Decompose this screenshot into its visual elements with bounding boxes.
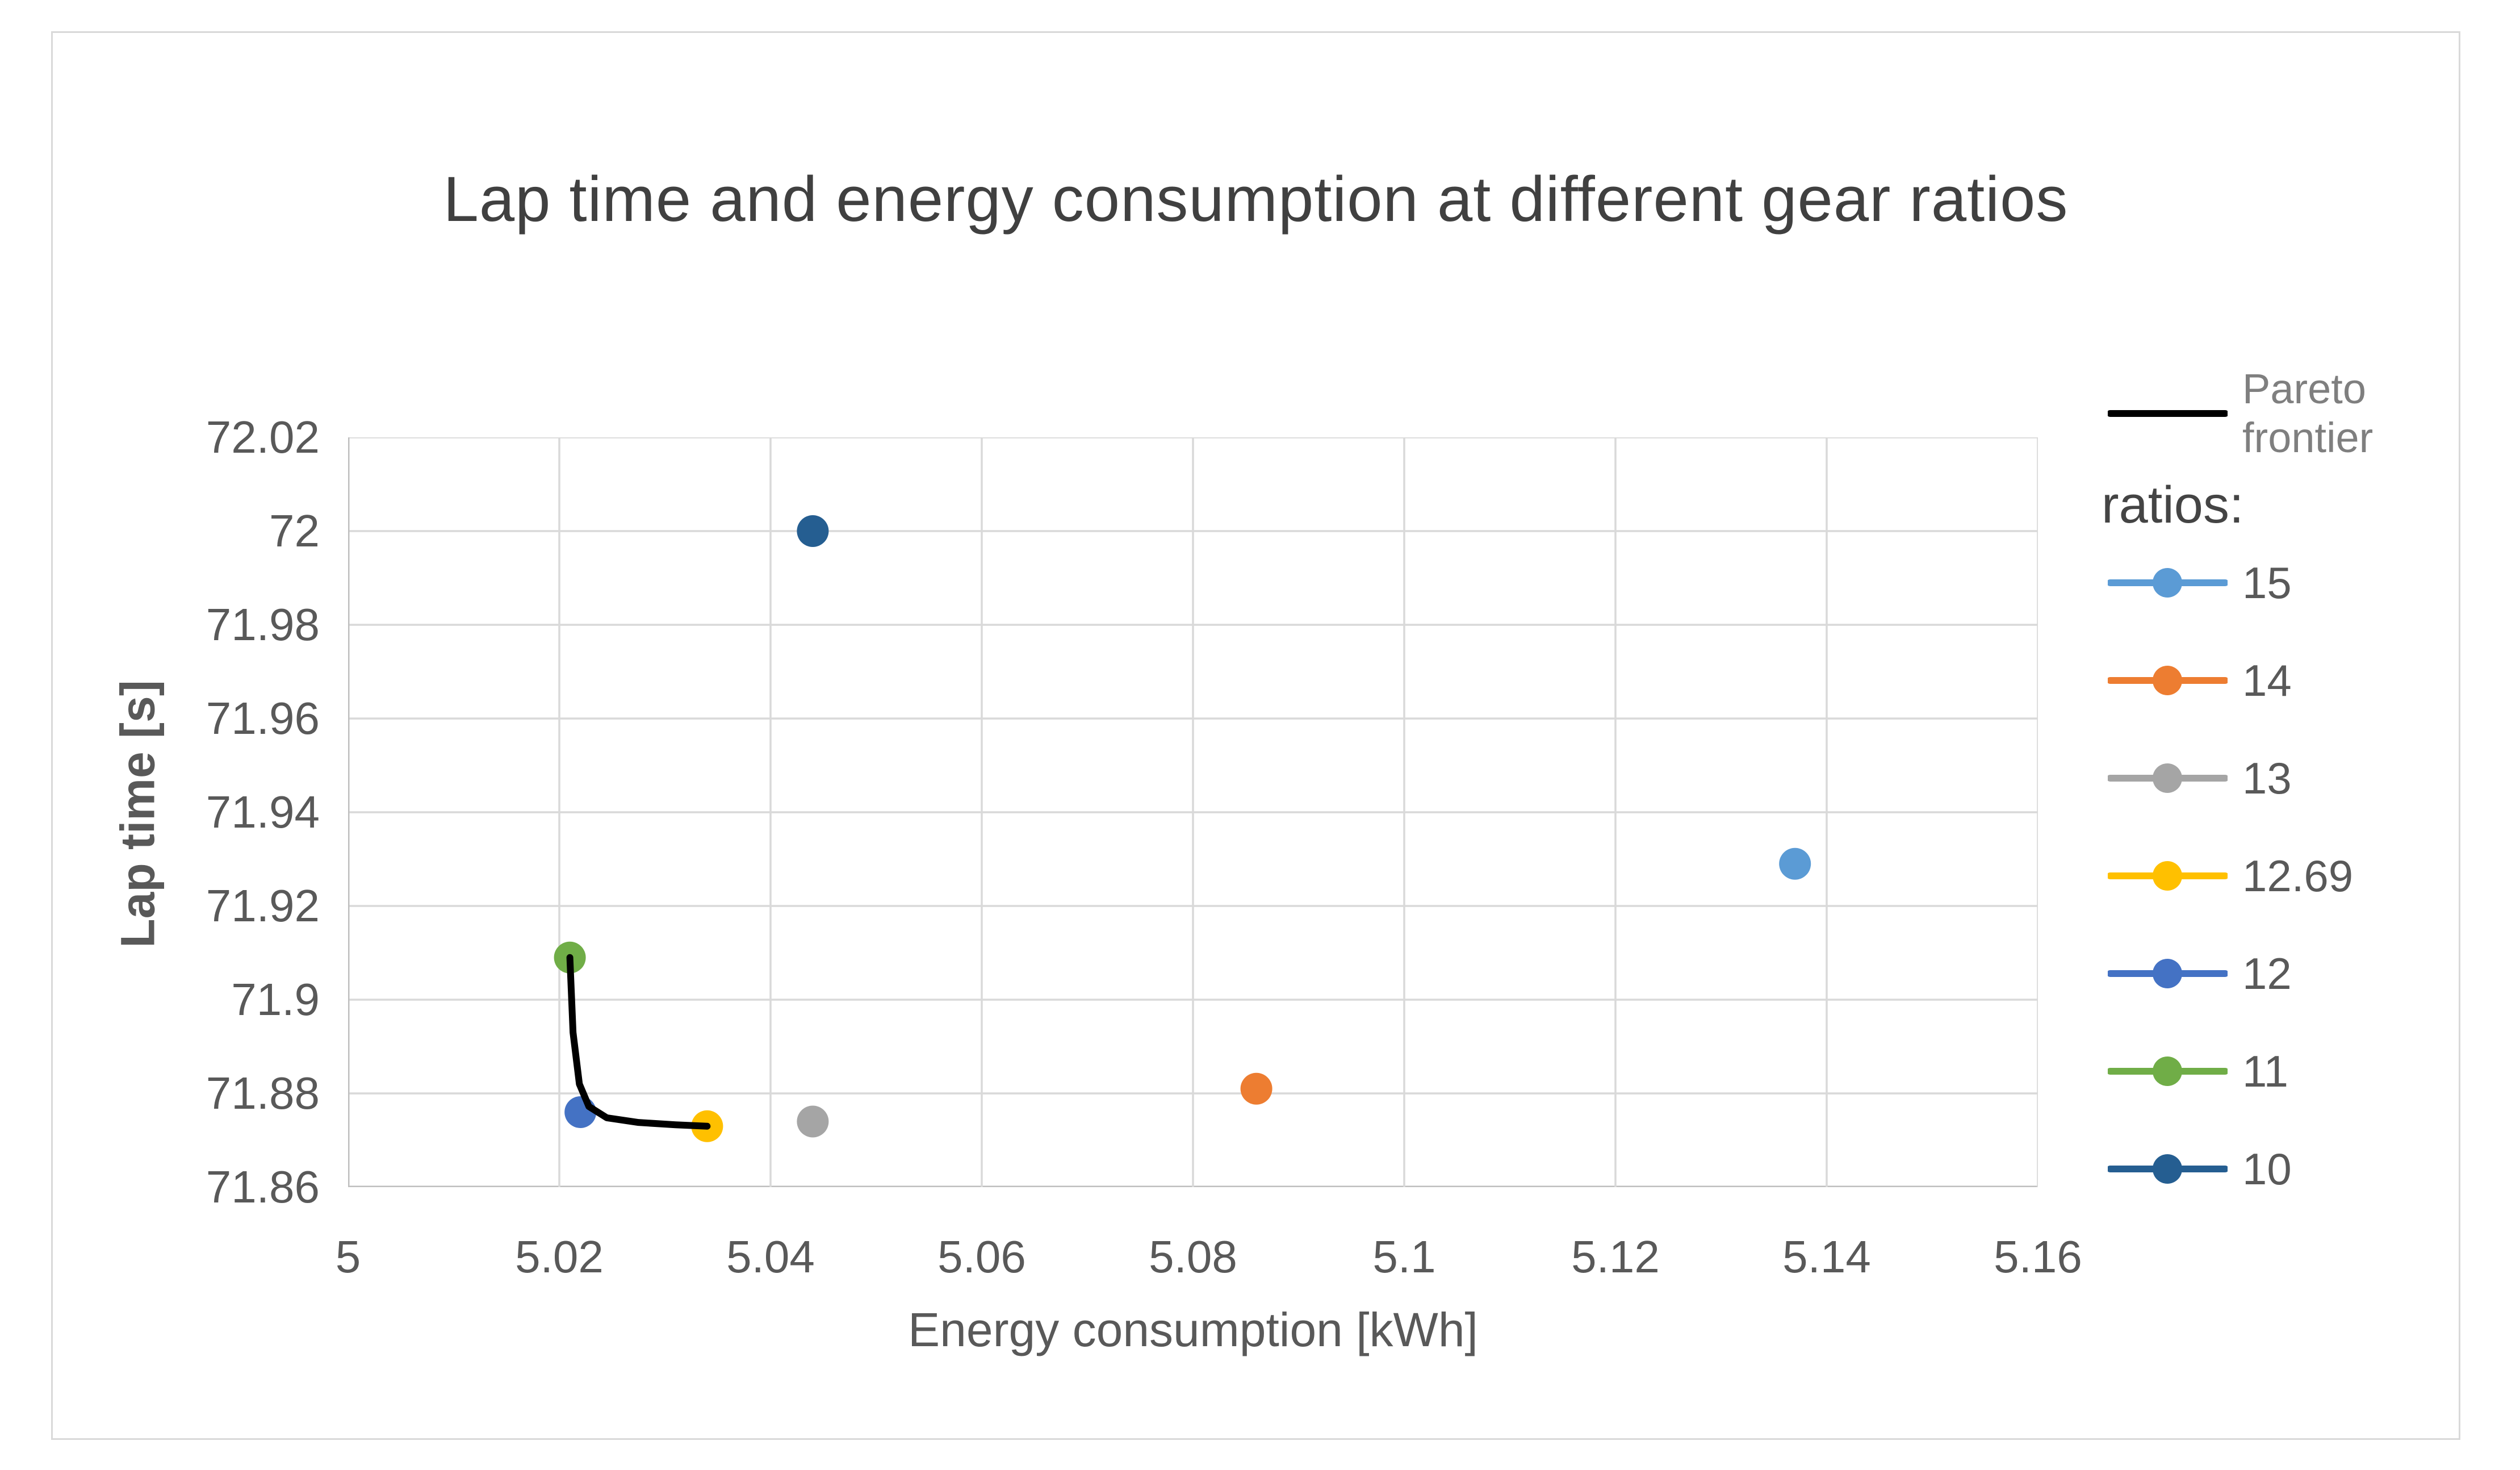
legend-item-ratio-13: 13 [2108, 753, 2292, 803]
legend-label: 12 [2242, 949, 2292, 999]
legend-label: 10 [2242, 1144, 2292, 1194]
y-tick-label: 71.86 [206, 1162, 320, 1212]
x-tick-label: 5.02 [515, 1231, 604, 1282]
pareto-line-icon [2108, 410, 2228, 417]
legend-label-pareto: Pareto frontier [2242, 365, 2374, 461]
y-tick-label: 72.02 [206, 412, 320, 462]
series-marker-icon [2108, 666, 2228, 695]
series-marker-icon [2108, 959, 2228, 988]
x-axis-title: Energy consumption [kWh] [908, 1303, 1478, 1356]
x-tick-label: 5.16 [1994, 1231, 2082, 1282]
legend-ratios-header: ratios: [2102, 476, 2244, 534]
legend-item-ratio-14: 14 [2108, 655, 2292, 705]
x-tick-label: 5 [335, 1231, 361, 1282]
plot-area [348, 437, 2038, 1187]
x-tick-label: 5.08 [1149, 1231, 1237, 1282]
series-marker-icon [2108, 763, 2228, 793]
legend-item-ratio-12.69: 12.69 [2108, 851, 2354, 901]
y-tick-label: 71.98 [206, 599, 320, 650]
point-ratio-10 [797, 515, 829, 547]
x-tick-label: 5.14 [1782, 1231, 1871, 1282]
y-tick-label: 71.88 [206, 1068, 320, 1118]
legend-label: 14 [2242, 655, 2292, 705]
x-tick-label: 5.04 [726, 1231, 815, 1282]
y-tick-label: 71.96 [206, 693, 320, 744]
point-ratio-14 [1240, 1072, 1272, 1105]
chart-frame: Lap time and energy consumption at diffe… [51, 31, 2460, 1440]
legend-label: 11 [2242, 1046, 2288, 1096]
series-marker-icon [2108, 861, 2228, 891]
chart-title: Lap time and energy consumption at diffe… [443, 164, 2069, 235]
legend-item-ratio-15: 15 [2108, 558, 2292, 608]
legend-label: 15 [2242, 558, 2292, 608]
pareto-frontier-line [566, 954, 711, 1130]
legend-item-ratio-10: 10 [2108, 1144, 2292, 1194]
x-tick-label: 5.06 [937, 1231, 1026, 1282]
x-tick-label: 5.1 [1372, 1231, 1436, 1282]
series-marker-icon [2108, 568, 2228, 598]
y-tick-label: 71.92 [206, 880, 320, 931]
legend-label: 13 [2242, 753, 2292, 803]
series-marker-icon [2108, 1056, 2228, 1086]
y-tick-label: 72 [269, 506, 320, 556]
legend-label: 12.69 [2242, 851, 2354, 901]
x-tick-label: 5.12 [1571, 1231, 1660, 1282]
point-ratio-13 [797, 1105, 829, 1138]
y-tick-label: 71.9 [231, 974, 320, 1025]
point-ratio-15 [1779, 847, 1811, 880]
y-tick-label: 71.94 [206, 787, 320, 837]
series-marker-icon [2108, 1154, 2228, 1184]
legend-item-ratio-12: 12 [2108, 949, 2292, 999]
legend-item-pareto-frontier: Pareto frontier [2108, 365, 2373, 462]
legend-item-ratio-11: 11 [2108, 1046, 2288, 1096]
